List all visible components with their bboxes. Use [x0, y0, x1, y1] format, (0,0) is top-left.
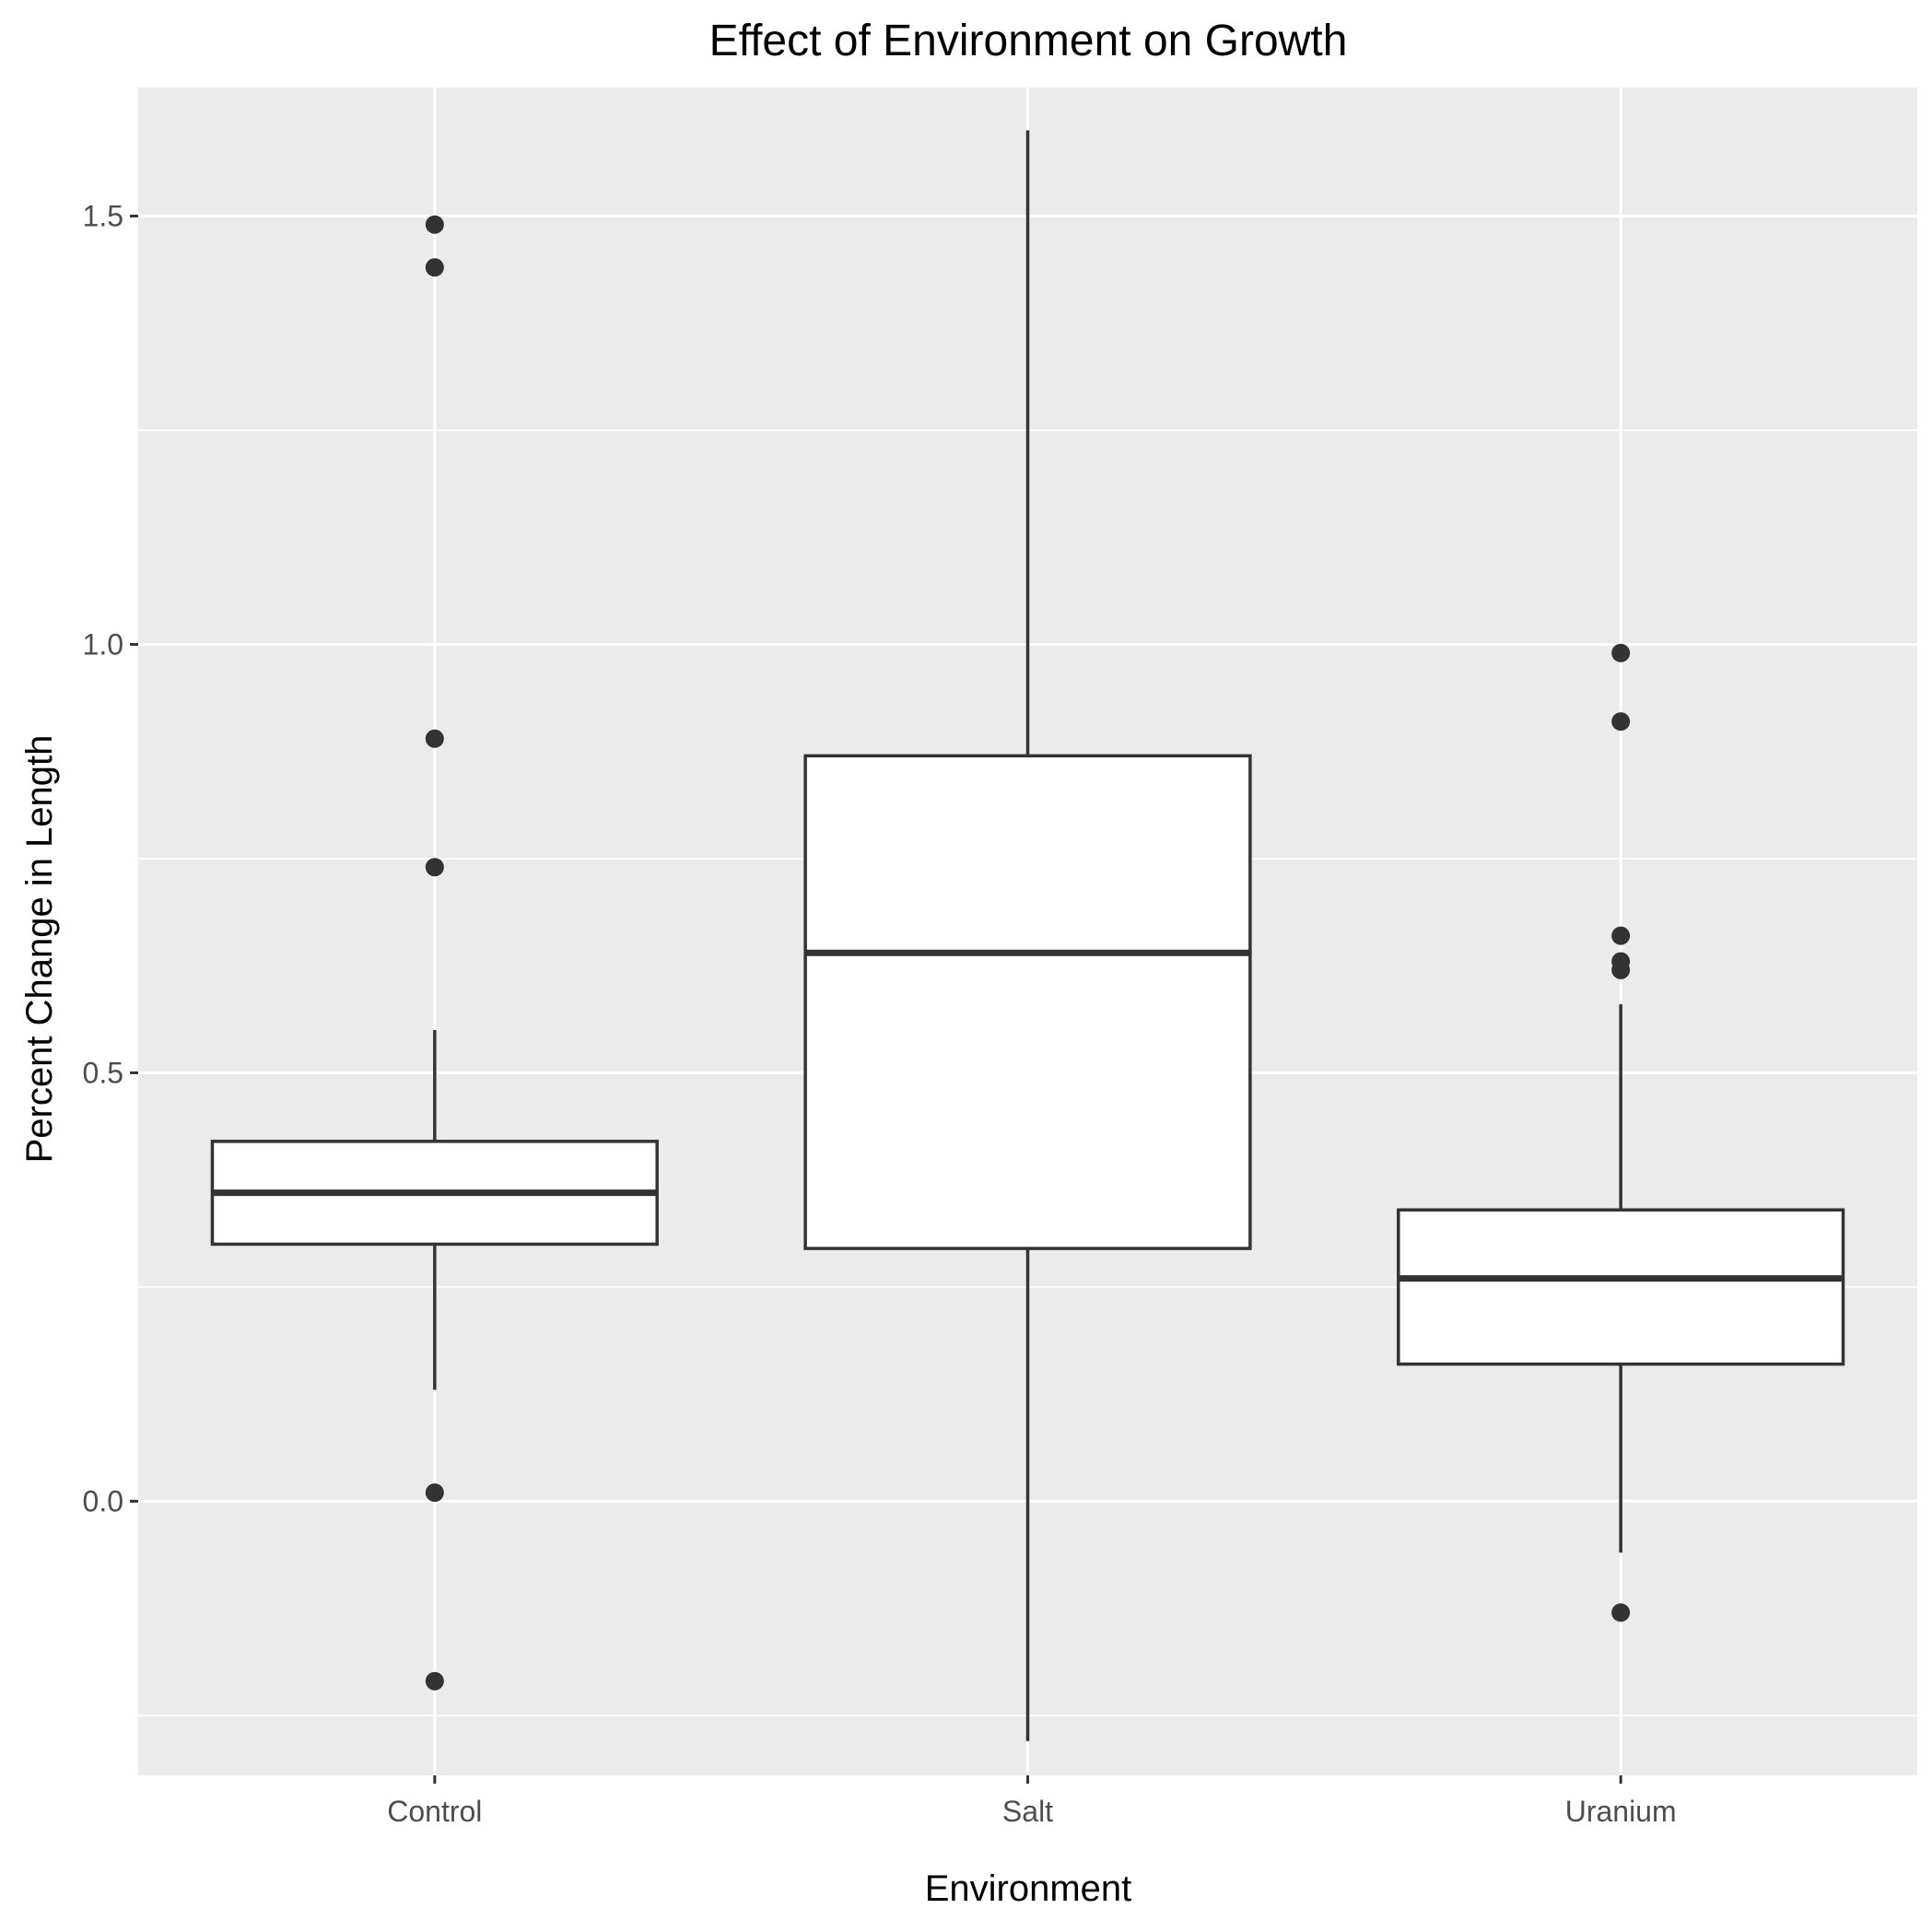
- outlier-point: [425, 858, 444, 877]
- y-tick-label: 1.5: [83, 199, 123, 232]
- outlier-point: [1611, 643, 1631, 662]
- boxes: [210, 130, 1845, 1741]
- box-salt: [803, 130, 1252, 1741]
- outlier-point: [425, 258, 444, 277]
- outlier-point: [425, 215, 444, 234]
- x-axis-title: Environment: [925, 1868, 1132, 1909]
- y-tick-label: 1.0: [83, 627, 123, 661]
- x-tick-label: Uranium: [1565, 1795, 1677, 1828]
- outlier-point: [425, 729, 444, 748]
- x-tick-label: Salt: [1002, 1795, 1053, 1828]
- y-axis: 0.0 0.5 1.0 1.5: [83, 199, 138, 1517]
- x-tick-label: Control: [387, 1795, 482, 1828]
- y-axis-title: Percent Change in Length: [19, 735, 60, 1164]
- outlier-point: [1611, 712, 1631, 732]
- outlier-point: [1611, 1603, 1631, 1622]
- y-tick-label: 0.5: [83, 1056, 123, 1089]
- chart-title: Effect of Environment on Growth: [709, 17, 1348, 65]
- outlier-point: [425, 1483, 444, 1503]
- iqr-box: [1397, 1208, 1845, 1366]
- outlier-point: [1611, 960, 1631, 979]
- x-axis: Control Salt Uranium: [387, 1775, 1677, 1828]
- outlier-point: [1611, 926, 1631, 945]
- box-control: [210, 215, 659, 1691]
- iqr-box: [803, 754, 1252, 1250]
- y-tick-label: 0.0: [83, 1484, 123, 1517]
- box-uranium: [1397, 643, 1845, 1622]
- outlier-point: [425, 1671, 444, 1691]
